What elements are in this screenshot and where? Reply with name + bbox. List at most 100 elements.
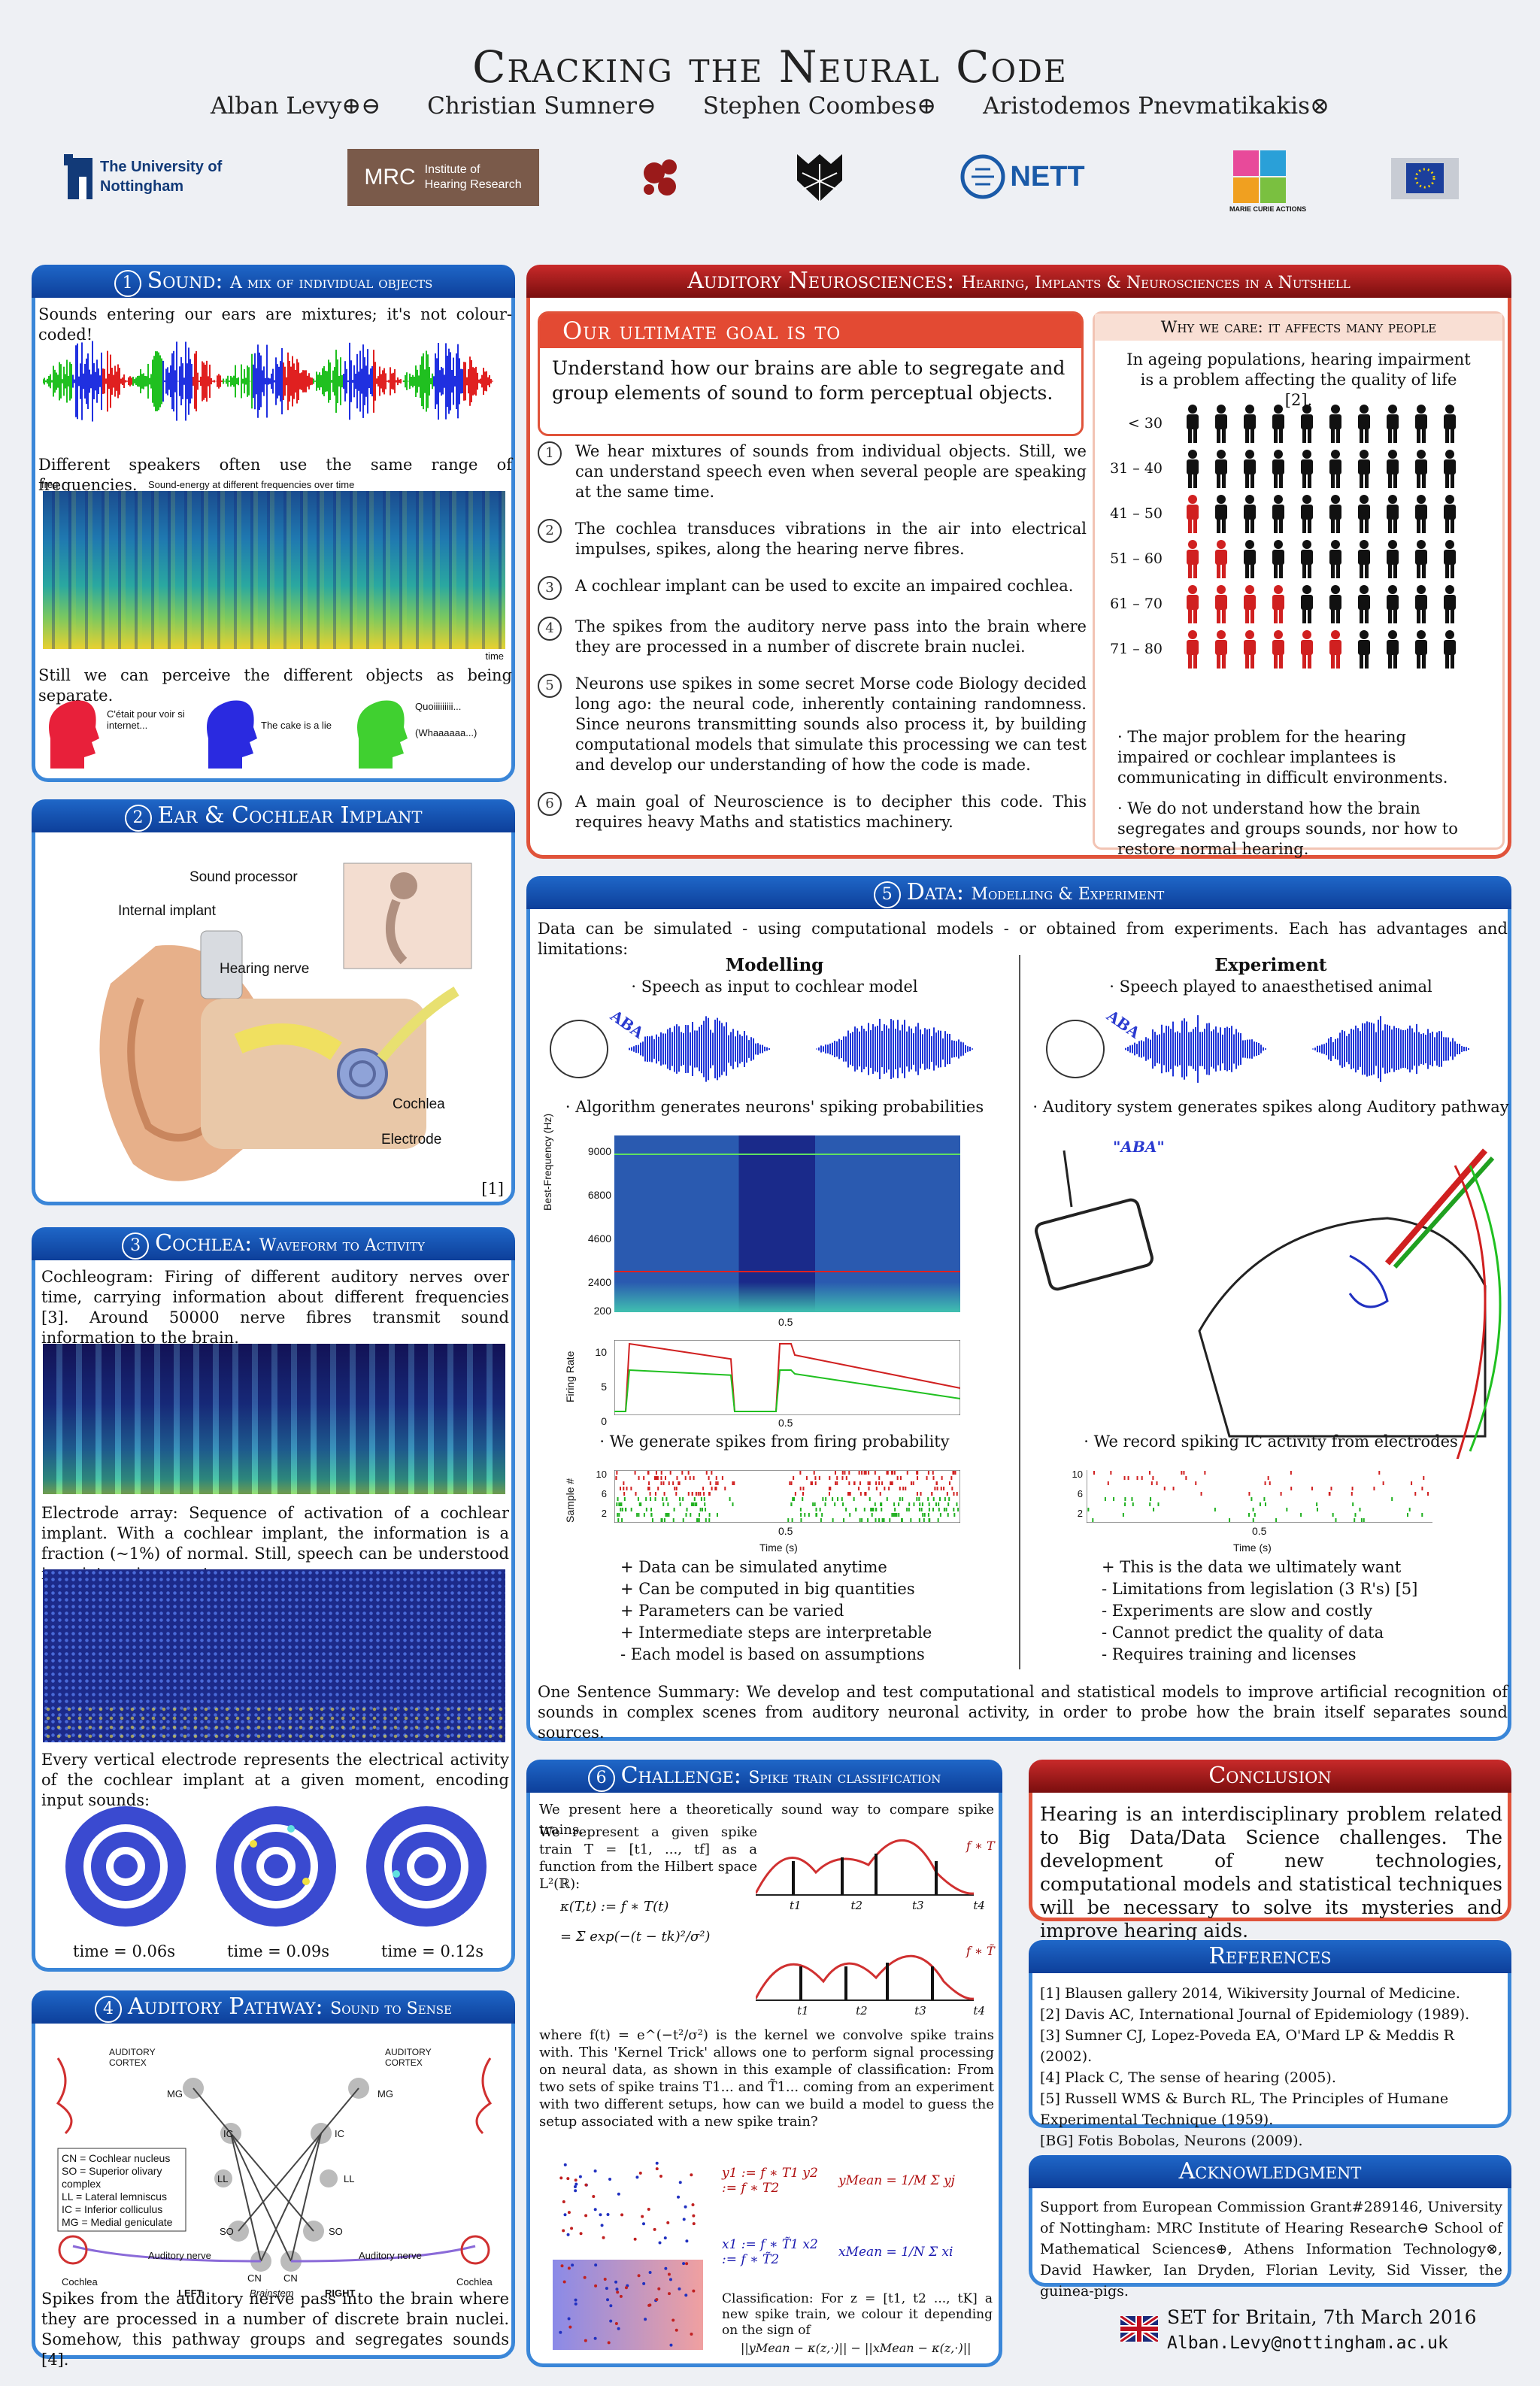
spike-mark xyxy=(886,1497,888,1501)
spike-mark xyxy=(697,1492,699,1496)
scatter-point xyxy=(619,2294,623,2298)
scatter-point xyxy=(594,2284,598,2287)
spike-mark xyxy=(927,1513,929,1517)
label-cochlea: Cochlea xyxy=(393,1096,445,1112)
sound-p1: Sounds entering our ears are mixtures; i… xyxy=(38,305,512,344)
raster-time-label: Time (s) xyxy=(759,1542,798,1554)
sample-ticks: 10 6 2 xyxy=(596,1469,607,1519)
scatter-point xyxy=(669,2343,673,2347)
spike-mark xyxy=(811,1481,813,1485)
spike-mark xyxy=(1122,1513,1124,1517)
people-row xyxy=(1187,585,1456,623)
spike-mark xyxy=(787,1518,790,1522)
spike-mark xyxy=(864,1492,866,1496)
references-panel: References [1] Blausen gallery 2014, Wik… xyxy=(1029,1940,1511,2149)
spike-mark xyxy=(938,1508,940,1511)
reference-item: [4] Plack C, The sense of hearing (2005)… xyxy=(1040,2069,1336,2086)
spike-mark xyxy=(878,1518,881,1522)
person-icon xyxy=(1272,495,1284,533)
spiral-images xyxy=(65,1806,487,1927)
spike-mark xyxy=(687,1471,690,1475)
scatter-point xyxy=(602,2236,605,2239)
spike-mark xyxy=(1200,1492,1202,1496)
scatter-point xyxy=(658,2241,662,2245)
person-icon xyxy=(1272,450,1284,488)
spike-mark xyxy=(834,1471,836,1475)
neuro-item: 4 The spikes from the auditory nerve pass… xyxy=(538,617,1087,657)
spike-mark xyxy=(668,1481,670,1485)
scatter-point xyxy=(641,2222,645,2226)
formula-y: y1 := f ∗ T1 y2 := f ∗ T2 xyxy=(722,2166,818,2196)
spike-mark xyxy=(896,1513,898,1517)
references-header: References xyxy=(1029,1940,1511,1973)
scatter-point xyxy=(584,2183,588,2187)
care-title: Why we care: it affects many people xyxy=(1095,314,1502,341)
bf-half: 0.5 xyxy=(778,1316,793,1328)
quote-1: C'était pour voir si internet... xyxy=(107,708,185,731)
spike-mark xyxy=(724,1487,726,1490)
speaker-red-silhouette xyxy=(49,700,99,769)
spike-mark xyxy=(898,1502,900,1506)
scatter-point xyxy=(567,2317,571,2321)
spike-mark xyxy=(1252,1518,1254,1522)
author: Aristodemos Pnevmatikakis⊗ xyxy=(983,92,1330,120)
spike-mark xyxy=(1354,1513,1357,1517)
spike-mark xyxy=(868,1487,870,1490)
spike-mark xyxy=(953,1513,956,1517)
spike-mark xyxy=(918,1518,920,1522)
formula-x: x1 := f ∗ T̃1 x2 := f ∗ T̃2 xyxy=(722,2237,818,2267)
author: Alban Levy⊕⊖ xyxy=(210,92,381,120)
spike-mark xyxy=(705,1518,707,1522)
person-icon xyxy=(1215,630,1227,669)
people-row xyxy=(1187,540,1456,578)
scatter-point xyxy=(667,2272,671,2276)
spike-mark xyxy=(800,1513,802,1517)
scatter-point xyxy=(594,2263,598,2267)
spike-mark xyxy=(881,1502,883,1506)
spike-mark xyxy=(845,1508,847,1511)
spike-mark xyxy=(902,1487,905,1490)
experiment-pros-cons: + This is the data we ultimately want - L… xyxy=(1102,1558,1418,1663)
bf-heatmap xyxy=(614,1135,960,1312)
label-cn-left: CN xyxy=(247,2272,262,2284)
spike-mark xyxy=(651,1518,653,1522)
fr-half: 0.5 xyxy=(778,1417,793,1429)
spike-mark xyxy=(643,1476,645,1480)
spike-mark xyxy=(634,1471,636,1475)
experiment-step-1: · Speech played to anaesthetised animal xyxy=(1109,978,1432,996)
person-icon xyxy=(1187,495,1199,533)
modelling-step-2: · Algorithm generates neurons' spiking p… xyxy=(565,1098,984,1116)
quote-3: Quoiiiiiiiii... xyxy=(415,701,462,712)
ear-ref: [1] xyxy=(481,1180,504,1198)
spike-mark xyxy=(1332,1513,1334,1517)
spike-mark xyxy=(875,1481,878,1485)
spike-mark xyxy=(733,1481,735,1485)
spike-mark xyxy=(805,1476,808,1480)
contact-email[interactable]: Alban.Levy@nottingham.ac.uk xyxy=(1167,2333,1448,2353)
spike-mark xyxy=(906,1471,908,1475)
goal-box: Our ultimate goal is to Understand how o… xyxy=(538,311,1084,436)
spike-mark xyxy=(704,1502,706,1506)
spike-mark xyxy=(1172,1487,1175,1490)
quote-2: The cake is a lie xyxy=(261,720,332,731)
spike-mark xyxy=(869,1481,871,1485)
spike-mark xyxy=(928,1518,930,1522)
spike-mark xyxy=(939,1513,941,1517)
spike-mark xyxy=(875,1518,877,1522)
spike-mark xyxy=(901,1518,903,1522)
spike-mark xyxy=(1264,1481,1266,1485)
spike-mark xyxy=(682,1497,684,1501)
spike-mark xyxy=(662,1502,665,1506)
spike-mark xyxy=(700,1497,702,1501)
pathway-diagram xyxy=(56,2057,493,2272)
ear-illustration xyxy=(99,863,472,1181)
label-so-right: SO xyxy=(329,2226,343,2237)
scatter-point xyxy=(655,2298,659,2302)
goal-title: Our ultimate goal is to xyxy=(540,314,1081,348)
cochleogram-image xyxy=(43,1344,505,1494)
speaker-green-silhouette xyxy=(357,700,408,769)
person-icon xyxy=(1444,585,1456,623)
ait-logo xyxy=(790,147,850,207)
ear-panel: 2 Ear & Cochlear Implant Sound processor … xyxy=(32,799,515,1205)
spike-mark xyxy=(910,1481,912,1485)
